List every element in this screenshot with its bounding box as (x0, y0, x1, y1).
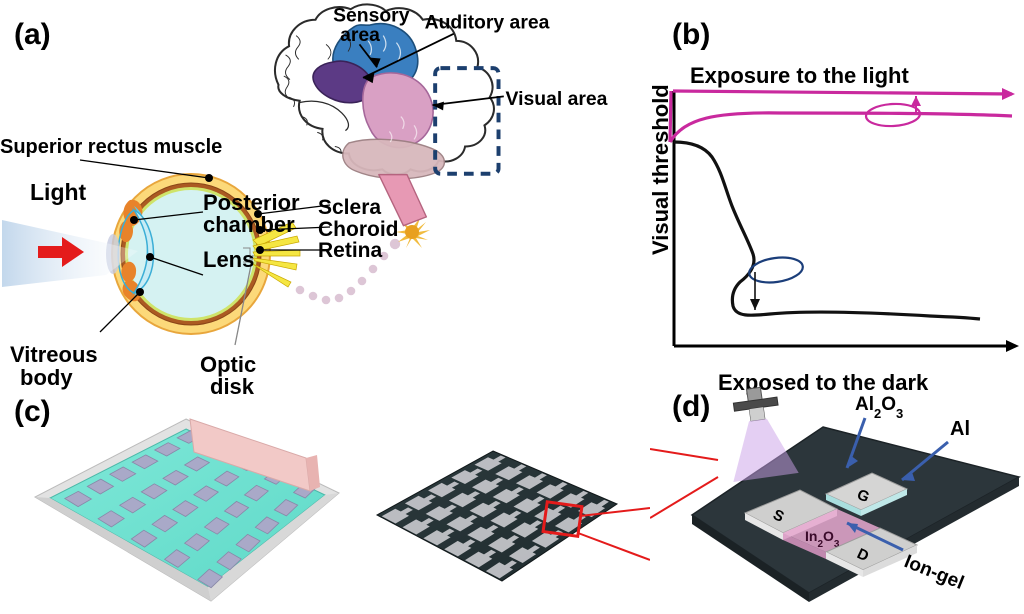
svg-text:Lens: Lens (203, 247, 254, 272)
svg-text:Retina: Retina (318, 239, 383, 262)
svg-text:Visual threshold: Visual threshold (650, 84, 673, 255)
svg-text:Vitreous: Vitreous (10, 342, 98, 367)
svg-text:Light: Light (30, 179, 87, 205)
svg-text:Superior rectus muscle: Superior rectus muscle (0, 136, 222, 158)
svg-text:Ion-gel: Ion-gel (901, 551, 967, 594)
svg-text:Sclera: Sclera (318, 196, 381, 219)
svg-text:Al: Al (950, 418, 970, 440)
svg-text:chamber: chamber (203, 212, 295, 237)
svg-text:Visual area: Visual area (506, 88, 608, 110)
svg-text:Auditory area: Auditory area (425, 12, 550, 34)
svg-text:Choroid: Choroid (318, 218, 398, 241)
svg-text:Al2O3: Al2O3 (855, 394, 903, 421)
svg-text:Exposure to the light: Exposure to the light (690, 63, 909, 88)
svg-text:area: area (340, 24, 380, 46)
